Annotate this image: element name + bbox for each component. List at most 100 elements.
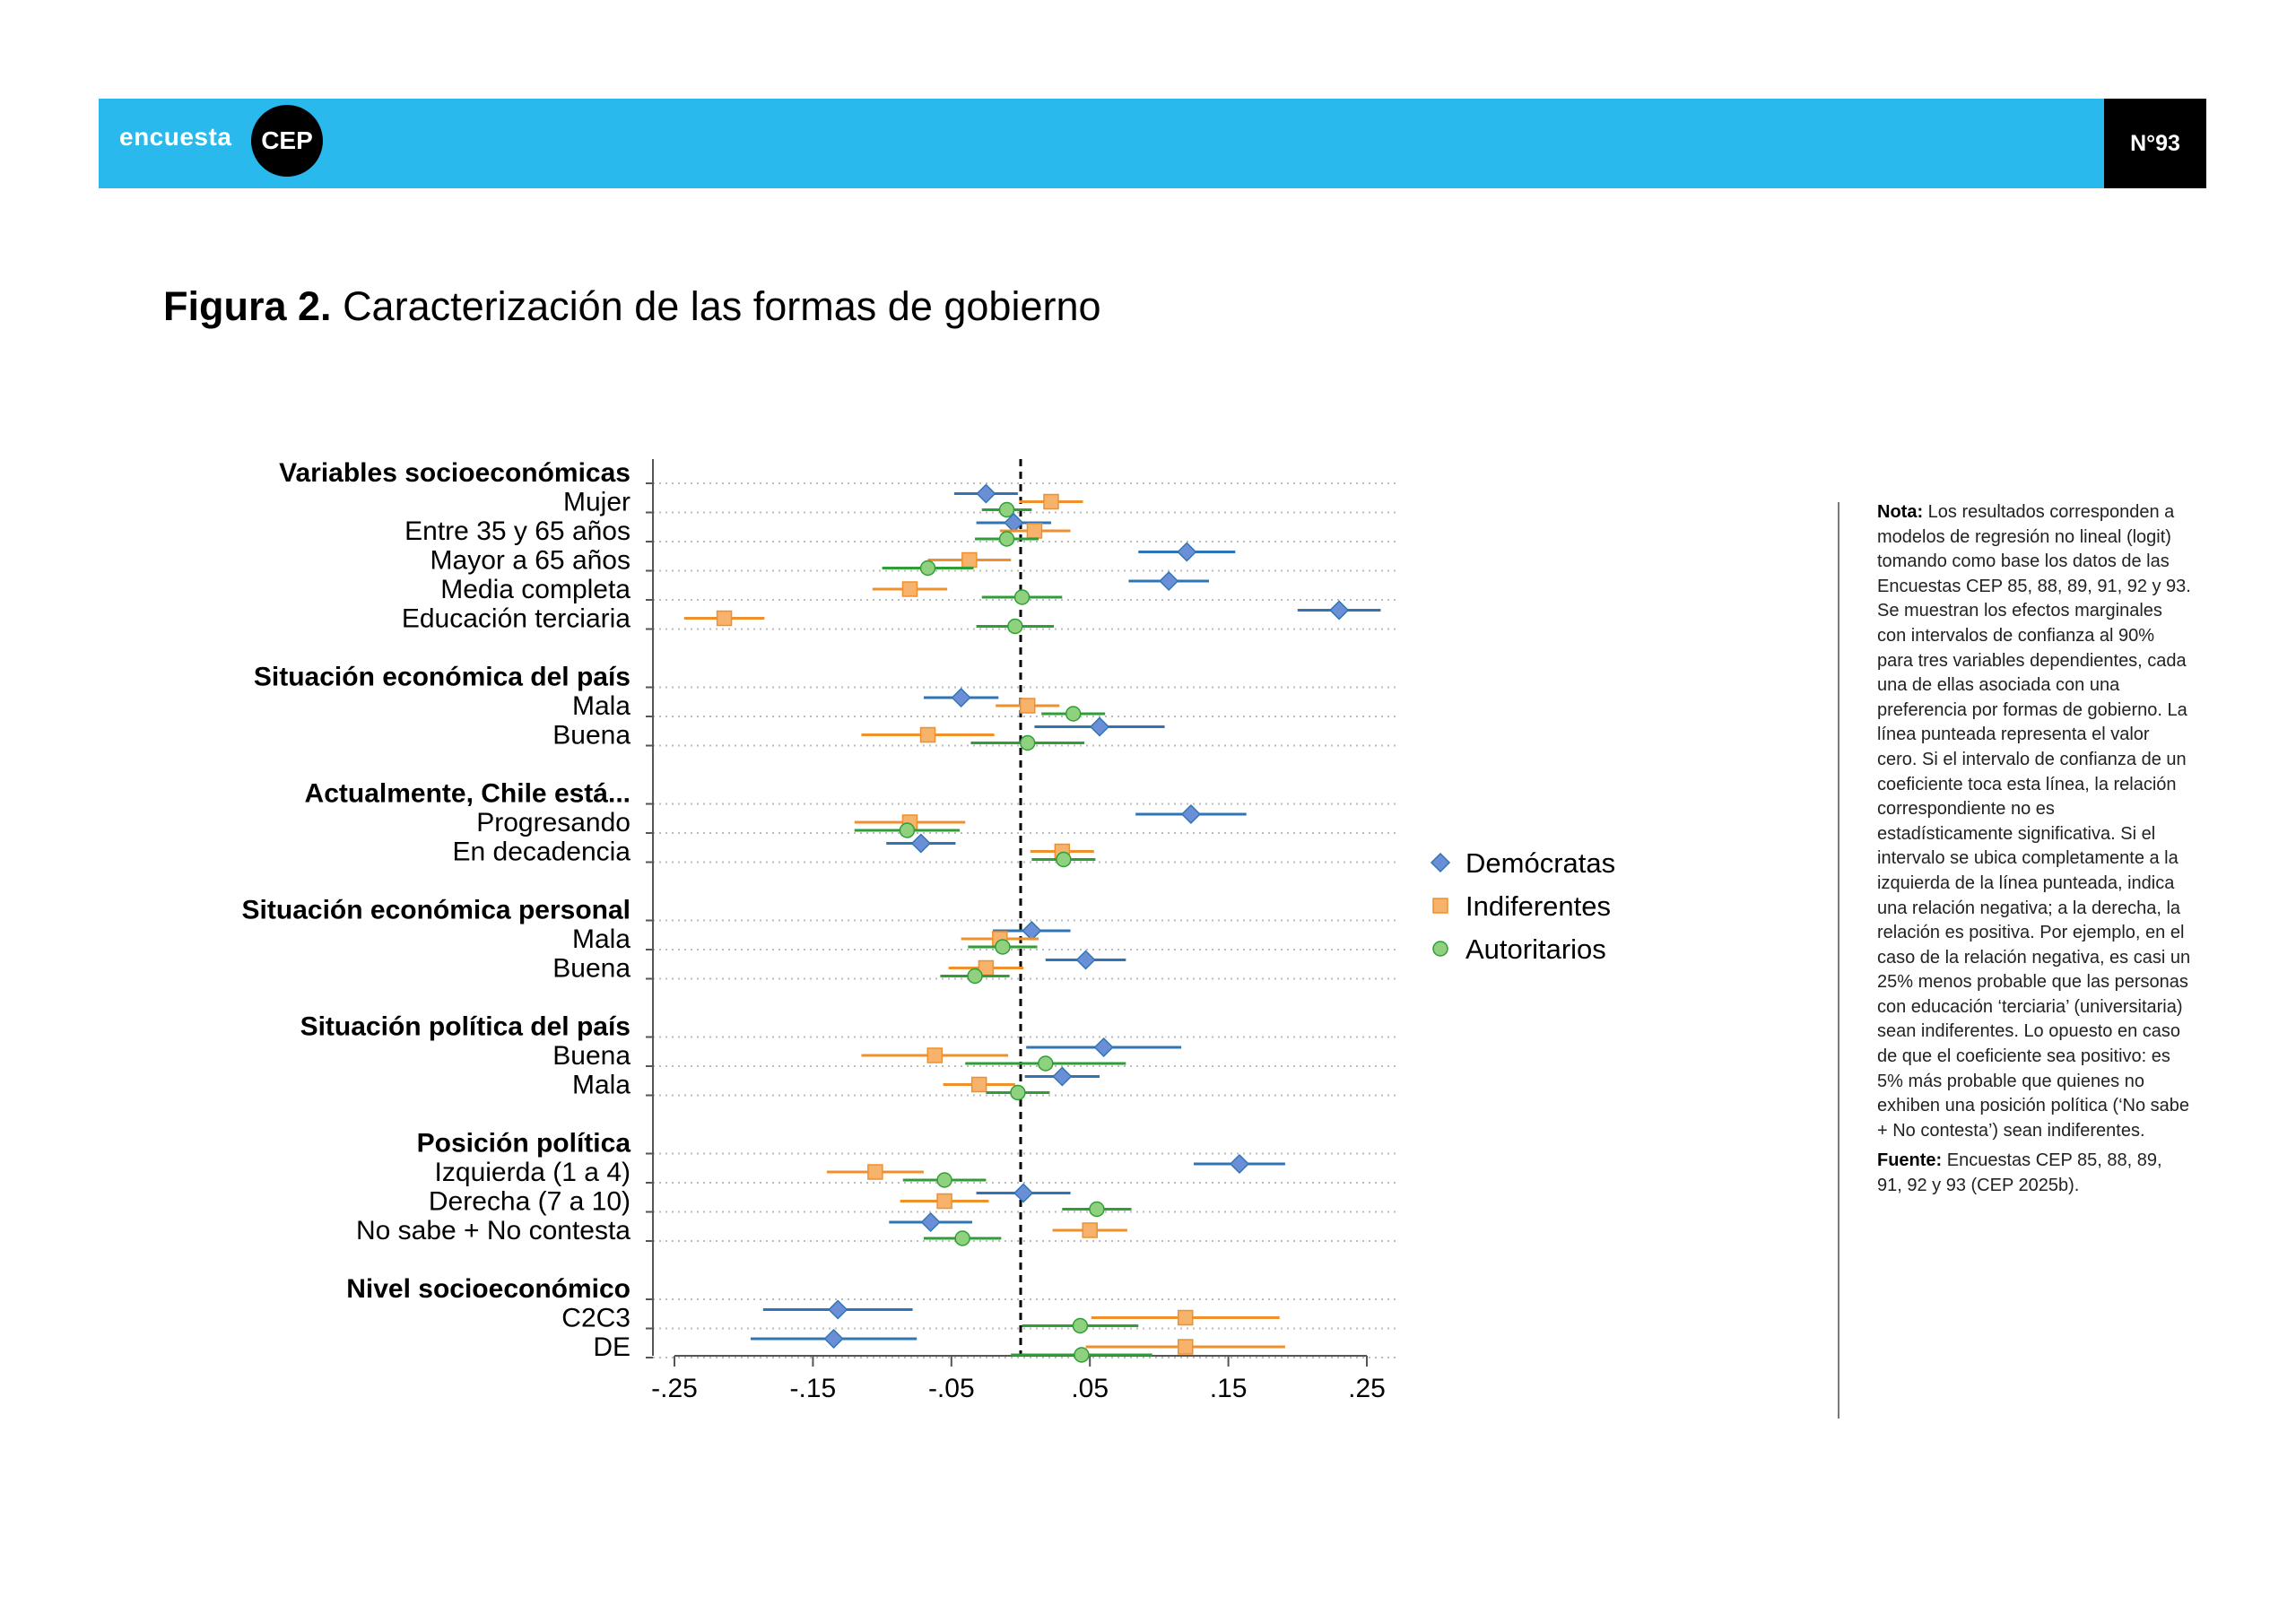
- point-circle: [1038, 1055, 1054, 1072]
- point-square: [716, 610, 733, 627]
- point-circle: [1065, 706, 1082, 722]
- group-header: Situación económica del país: [254, 663, 631, 692]
- point-circle: [919, 560, 936, 577]
- point-circle: [967, 968, 983, 985]
- row-label: Buena: [552, 954, 631, 984]
- point-diamond: [1022, 920, 1042, 942]
- figure-title-text: Caracterización de las formas de gobiern…: [343, 283, 1101, 329]
- point-circle: [1010, 1084, 1026, 1101]
- point-circle: [1013, 589, 1031, 605]
- issue-number: N°93: [2104, 99, 2206, 188]
- point-circle: [1056, 851, 1072, 868]
- point-circle: [1074, 1347, 1090, 1363]
- x-tick-label: .15: [1210, 1374, 1248, 1403]
- row-label: En decadencia: [453, 838, 631, 867]
- x-tick-label: -.25: [651, 1374, 698, 1403]
- point-diamond: [1013, 1183, 1034, 1203]
- group-header: Nivel socioeconómico: [346, 1274, 631, 1304]
- legend-marker-diamond: [1430, 852, 1451, 873]
- point-square: [970, 1076, 987, 1093]
- point-square: [867, 1164, 883, 1180]
- row-label: DE: [593, 1332, 631, 1362]
- point-diamond: [1159, 570, 1179, 592]
- point-square: [961, 551, 978, 568]
- point-diamond: [1177, 542, 1197, 562]
- logo-word: encuesta: [119, 123, 232, 151]
- row-label: Progresando: [476, 808, 631, 838]
- figure-title: Figura 2. Caracterización de las formas …: [163, 283, 1101, 330]
- legend-marker-circle: [1432, 941, 1448, 957]
- point-circle: [1089, 1201, 1105, 1218]
- source-label: Fuente:: [1877, 1150, 1943, 1171]
- point-square: [936, 1193, 952, 1210]
- point-circle: [1007, 618, 1023, 635]
- point-circle: [936, 1172, 952, 1188]
- row-label: No sabe + No contesta: [356, 1216, 631, 1245]
- x-tick-label: -.05: [928, 1374, 975, 1403]
- group-header: Situación política del país: [300, 1012, 631, 1042]
- point-square: [1026, 523, 1043, 539]
- row-label: Educación terciaria: [402, 604, 631, 634]
- source-paragraph: Fuente: Encuestas CEP 85, 88, 89, 91, 92…: [1877, 1149, 2191, 1198]
- point-square: [1177, 1309, 1194, 1326]
- point-diamond: [1229, 1153, 1250, 1175]
- point-square: [1177, 1339, 1194, 1355]
- point-circle: [998, 501, 1015, 518]
- note-label: Nota:: [1877, 502, 1924, 522]
- point-diamond: [828, 1299, 848, 1320]
- point-square: [1082, 1222, 1098, 1238]
- row-label: C2C3: [561, 1304, 631, 1333]
- note-paragraph: Nota: Los resultados corresponden a mode…: [1877, 500, 2191, 1143]
- note-divider: [1838, 502, 1839, 1419]
- x-tick-label: .25: [1348, 1374, 1386, 1403]
- row-label: Entre 35 y 65 años: [404, 516, 631, 546]
- row-label: Buena: [552, 1041, 631, 1071]
- point-circle: [1072, 1317, 1089, 1334]
- point-square: [901, 581, 918, 597]
- point-diamond: [1052, 1066, 1073, 1087]
- point-circle: [995, 939, 1011, 955]
- point-diamond: [1180, 803, 1201, 825]
- point-diamond: [1089, 716, 1110, 737]
- point-circle: [954, 1230, 970, 1246]
- point-square: [1043, 493, 1059, 510]
- note-panel: Nota: Los resultados corresponden a mode…: [1877, 500, 2191, 1204]
- note-text: Los resultados corresponden a modelos de…: [1877, 502, 2191, 1141]
- group-header: Posición política: [417, 1129, 631, 1159]
- row-label: Mala: [572, 924, 631, 954]
- row-label: Mayor a 65 años: [430, 546, 631, 576]
- point-square: [1019, 698, 1036, 714]
- point-square: [926, 1047, 944, 1063]
- row-label: Buena: [552, 721, 631, 751]
- point-diamond: [920, 1211, 941, 1233]
- legend-label: Autoritarios: [1465, 933, 1606, 965]
- point-diamond: [823, 1328, 844, 1350]
- point-circle: [1019, 734, 1036, 751]
- x-tick-label: .05: [1071, 1374, 1109, 1403]
- legend-marker-square: [1432, 898, 1448, 914]
- group-header: Situación económica personal: [242, 896, 631, 925]
- point-diamond: [1329, 600, 1350, 621]
- point-diamond: [976, 483, 996, 504]
- legend-label: Indiferentes: [1465, 890, 1611, 922]
- group-header: Variables socioeconómicas: [279, 458, 631, 488]
- row-label: Mujer: [563, 488, 631, 517]
- x-tick-label: -.15: [790, 1374, 837, 1403]
- source-text: Encuestas CEP 85, 88, 89, 91, 92 y 93 (C…: [1877, 1150, 2162, 1196]
- row-label: Mala: [572, 691, 631, 721]
- header-band: [99, 99, 2206, 188]
- group-header: Actualmente, Chile está...: [305, 779, 631, 809]
- figure-label: Figura 2.: [163, 283, 332, 329]
- row-label: Media completa: [440, 575, 631, 604]
- logo-badge: CEP: [251, 105, 323, 177]
- point-diamond: [1093, 1037, 1114, 1058]
- row-label: Mala: [572, 1071, 631, 1100]
- point-diamond: [910, 833, 931, 854]
- point-diamond: [1075, 950, 1096, 970]
- row-label: Izquierda (1 a 4): [435, 1158, 631, 1187]
- point-square: [919, 726, 936, 743]
- point-circle: [899, 822, 916, 838]
- row-label: Derecha (7 a 10): [429, 1187, 631, 1217]
- point-circle: [998, 531, 1015, 547]
